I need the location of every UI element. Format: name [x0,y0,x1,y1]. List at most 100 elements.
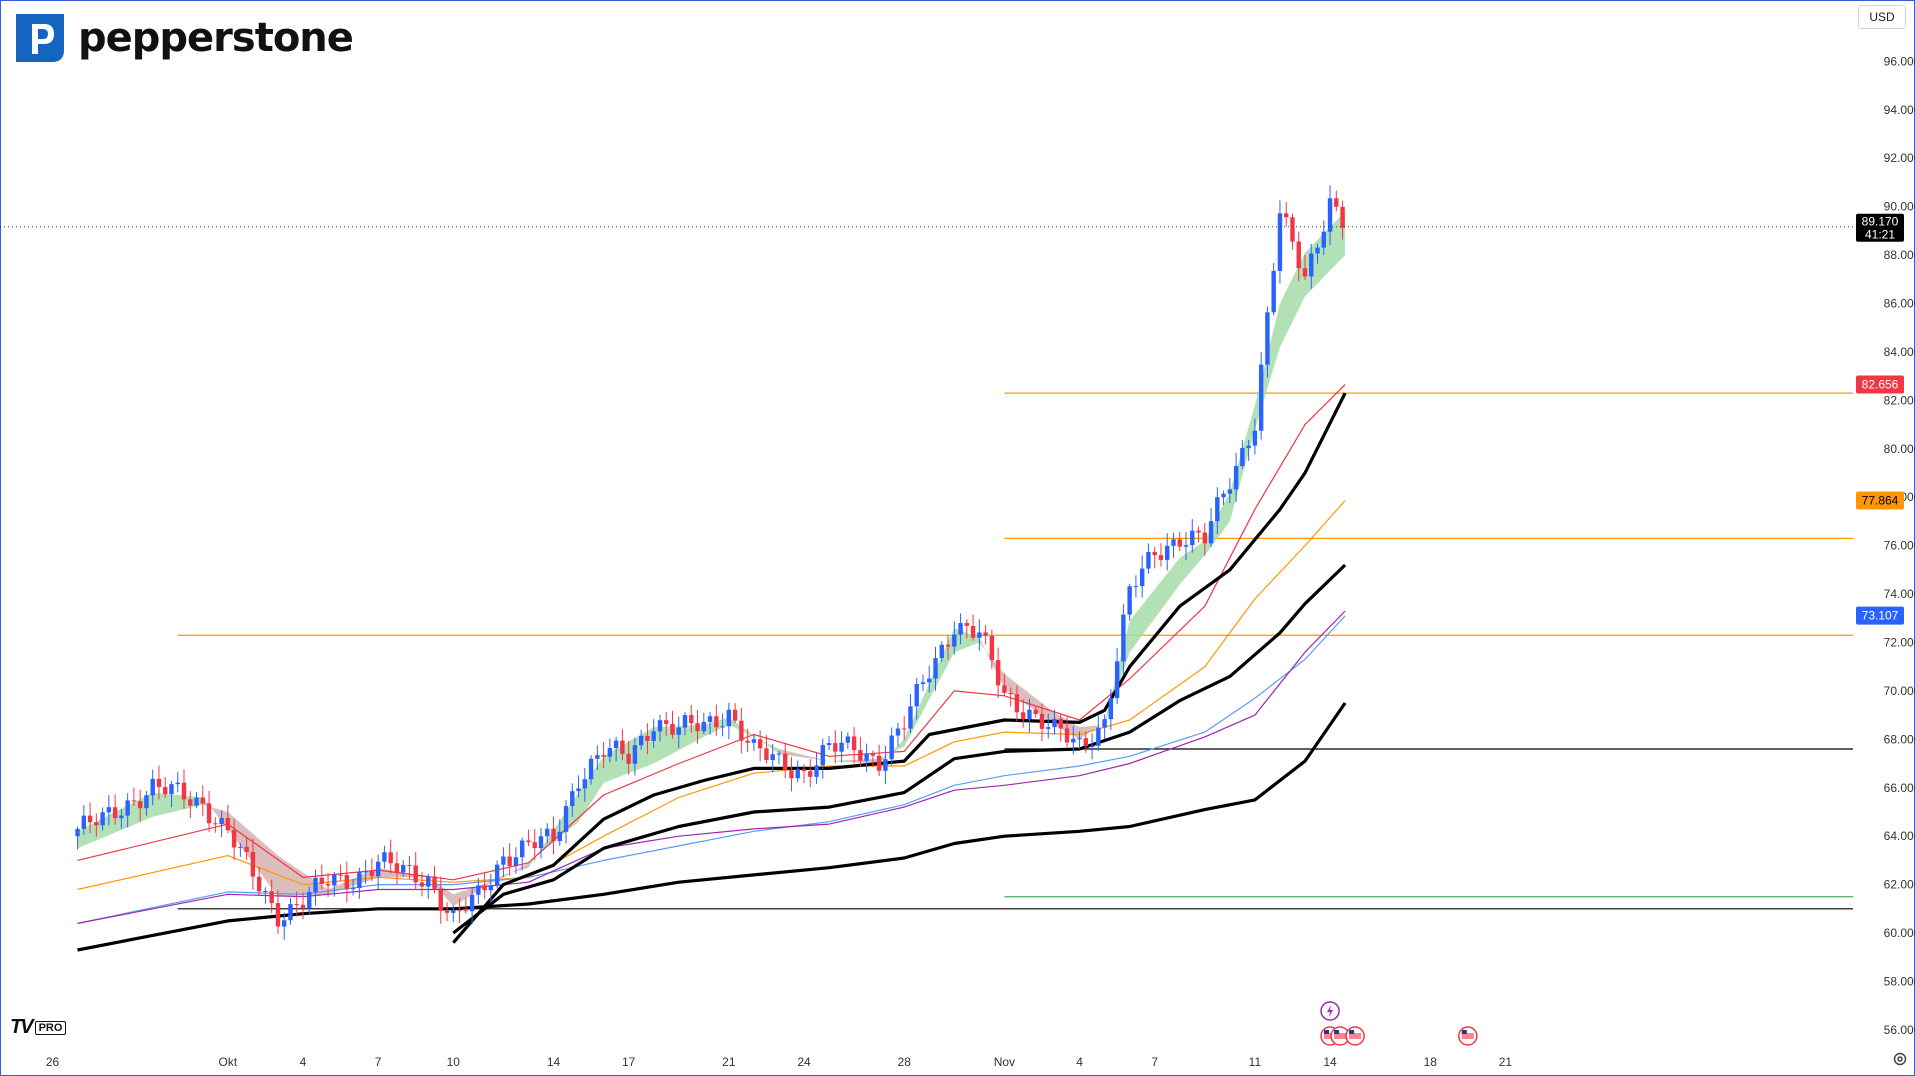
candle-body[interactable] [350,888,356,890]
candle-body[interactable] [789,770,794,779]
candle-body[interactable] [814,765,819,777]
candle-body[interactable] [307,891,312,909]
candle-body[interactable] [1083,738,1089,747]
candle-body[interactable] [125,800,130,816]
candle-body[interactable] [745,740,750,743]
candle-body[interactable] [81,815,87,829]
candle-body[interactable] [883,759,888,771]
candle-body[interactable] [501,856,506,865]
candle-body[interactable] [1240,448,1245,467]
currency-selector[interactable]: USD [1858,5,1906,29]
candle-body[interactable] [419,882,425,887]
candle-body[interactable] [1340,206,1345,228]
candle-body[interactable] [119,815,124,819]
candle-body[interactable] [1014,694,1020,713]
candle-body[interactable] [701,721,706,732]
candle-body[interactable] [369,871,375,877]
candle-body[interactable] [588,758,594,780]
candle-body[interactable] [613,740,619,749]
candle-body[interactable] [144,795,149,809]
candle-body[interactable] [1190,530,1195,546]
candle-body[interactable] [532,842,537,849]
candle-body[interactable] [1258,364,1264,431]
candle-body[interactable] [895,728,901,736]
candle-body[interactable] [112,807,118,819]
candle-body[interactable] [275,903,281,927]
tradingview-badge[interactable]: TV PRO [10,1016,67,1039]
candle-body[interactable] [977,632,982,638]
candle-body[interactable] [795,769,800,779]
candle-body[interactable] [851,736,857,751]
candle-body[interactable] [958,623,963,635]
candle-body[interactable] [1315,247,1320,254]
candle-body[interactable] [889,735,894,760]
candle-body[interactable] [1277,213,1283,271]
candle-body[interactable] [1089,745,1095,747]
candle-body[interactable] [344,874,350,890]
indicator-line-ema_red[interactable] [77,384,1346,881]
candle-body[interactable] [213,823,218,825]
candle-body[interactable] [382,852,387,862]
candle-body[interactable] [1252,430,1258,446]
candle-body[interactable] [1284,213,1289,218]
candle-body[interactable] [726,709,732,727]
candle-body[interactable] [94,822,99,826]
candle-body[interactable] [181,782,187,800]
candle-body[interactable] [1302,268,1308,277]
candle-body[interactable] [657,720,663,732]
candle-body[interactable] [826,743,832,746]
candle-body[interactable] [1152,551,1157,556]
candle-body[interactable] [1064,728,1070,743]
candle-body[interactable] [989,635,995,661]
candle-body[interactable] [833,743,838,752]
candle-body[interactable] [902,728,907,730]
candle-body[interactable] [1321,231,1326,248]
indicator-line-black3[interactable] [452,563,1347,935]
candle-body[interactable] [1102,719,1107,728]
candle-body[interactable] [1227,489,1233,494]
candle-body[interactable] [1096,727,1101,746]
candle-body[interactable] [595,755,600,759]
candle-body[interactable] [444,910,450,913]
candle-body[interactable] [764,748,769,760]
candle-body[interactable] [526,840,531,843]
candle-body[interactable] [194,797,199,806]
candle-body[interactable] [845,736,851,743]
candle-body[interactable] [601,755,606,757]
candle-body[interactable] [519,840,525,858]
candle-body[interactable] [739,720,744,741]
candle-body[interactable] [1233,466,1239,490]
candle-body[interactable] [1002,685,1007,693]
candle-body[interactable] [219,817,224,825]
candle-body[interactable] [375,861,381,877]
candle-body[interactable] [1246,445,1251,449]
candle-body[interactable] [332,874,337,886]
candle-body[interactable] [256,876,262,892]
candle-body[interactable] [576,788,581,792]
candle-body[interactable] [858,750,863,761]
candle-body[interactable] [664,720,669,724]
candle-body[interactable] [282,920,287,927]
candle-body[interactable] [200,797,205,804]
indicator-line-black2[interactable] [452,392,1347,944]
candle-body[interactable] [357,871,362,889]
candle-body[interactable] [1334,198,1339,207]
candle-body[interactable] [952,634,957,647]
candle-body[interactable] [294,904,299,906]
candle-body[interactable] [1027,709,1032,720]
candle-body[interactable] [714,716,719,728]
candle-body[interactable] [457,910,462,912]
candle-body[interactable] [964,623,970,626]
candle-body[interactable] [137,801,143,809]
candle-body[interactable] [538,836,544,849]
candle-body[interactable] [670,723,675,735]
candle-body[interactable] [1039,713,1045,729]
candle-body[interactable] [451,910,456,913]
candle-body[interactable] [206,803,212,824]
candle-body[interactable] [1215,497,1220,522]
candle-body[interactable] [570,791,575,807]
candle-body[interactable] [238,846,243,848]
candle-body[interactable] [175,782,180,785]
candle-body[interactable] [482,885,487,891]
candle-body[interactable] [770,754,775,760]
